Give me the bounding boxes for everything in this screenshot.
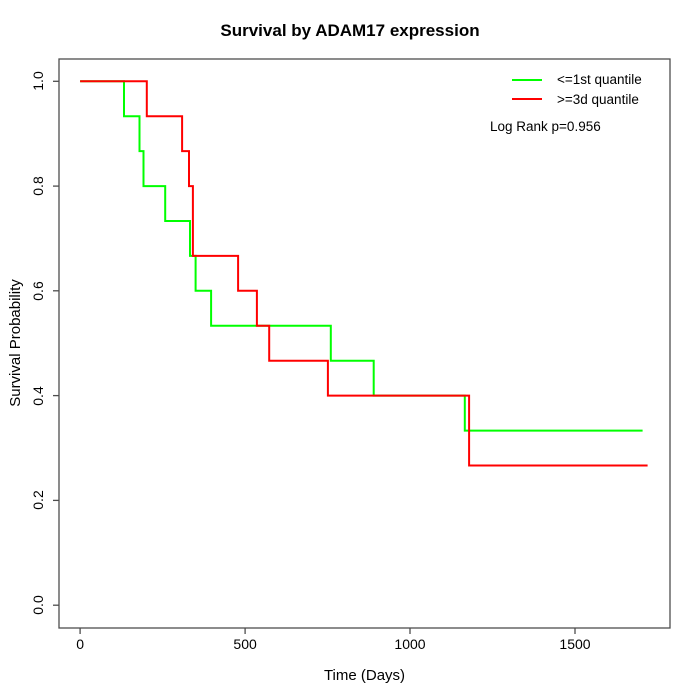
x-tick-label: 500 (233, 636, 257, 652)
chart-title: Survival by ADAM17 expression (220, 21, 480, 40)
legend: <=1st quantile >=3d quantile Log Rank p=… (490, 70, 690, 136)
x-tick-label: 1500 (559, 636, 591, 652)
legend-label-first-quantile: <=1st quantile (557, 72, 642, 88)
logrank-pvalue-annotation: Log Rank p=0.956 (490, 119, 601, 134)
x-axis-title: Time (Days) (323, 667, 406, 684)
plot-frame (58, 58, 671, 629)
legend-label-third-quantile: >=3d quantile (557, 91, 639, 107)
y-tick-label: 1.0 (30, 71, 46, 92)
y-tick-label: 0.2 (30, 490, 46, 511)
legend-item-first-quantile: <=1st quantile (490, 70, 690, 90)
y-tick-label: 0.6 (30, 281, 46, 301)
x-tick-label: 1000 (394, 636, 426, 652)
y-tick-label: 0.4 (30, 385, 46, 406)
legend-line-swatch-red (512, 98, 542, 101)
legend-line-swatch-green (512, 78, 542, 81)
km-curve-third-quantile (80, 80, 648, 467)
x-tick-label: 0 (76, 636, 84, 652)
y-tick-label: 0.8 (30, 176, 46, 196)
y-tick-label: 0.0 (30, 595, 46, 615)
legend-item-third-quantile: >=3d quantile (490, 90, 690, 110)
